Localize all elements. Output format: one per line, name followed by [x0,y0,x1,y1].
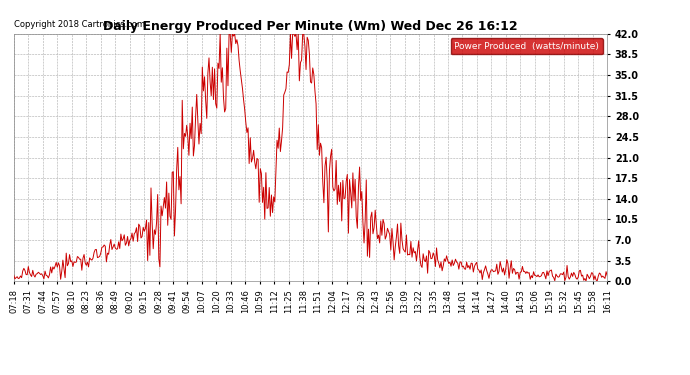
Title: Daily Energy Produced Per Minute (Wm) Wed Dec 26 16:12: Daily Energy Produced Per Minute (Wm) We… [104,20,518,33]
Text: Copyright 2018 Cartronics.com: Copyright 2018 Cartronics.com [14,20,145,29]
Legend: Power Produced  (watts/minute): Power Produced (watts/minute) [451,38,602,54]
